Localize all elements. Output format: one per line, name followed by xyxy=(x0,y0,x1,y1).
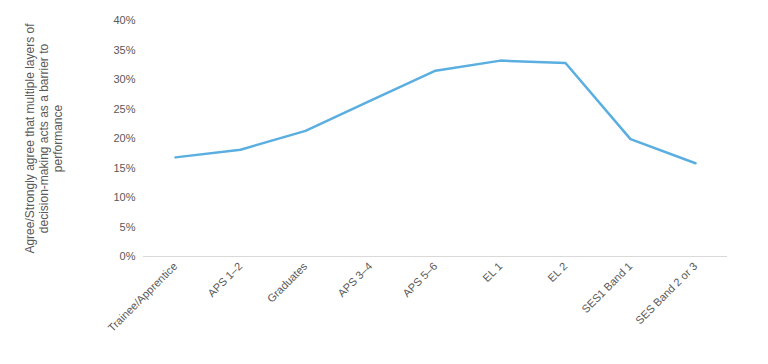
svg-text:SES1 Band 1: SES1 Band 1 xyxy=(579,260,634,315)
svg-text:EL 2: EL 2 xyxy=(545,260,569,284)
svg-text:APS 3–4: APS 3–4 xyxy=(335,260,374,299)
svg-text:0%: 0% xyxy=(120,250,136,262)
svg-text:SES Band 2 or 3: SES Band 2 or 3 xyxy=(633,260,699,326)
svg-text:25%: 25% xyxy=(113,103,135,115)
svg-text:15%: 15% xyxy=(113,162,135,174)
svg-text:Agree/Strongly agree that mult: Agree/Strongly agree that multiple layer… xyxy=(23,23,65,254)
svg-text:APS 1–2: APS 1–2 xyxy=(205,260,244,299)
svg-text:20%: 20% xyxy=(113,132,135,144)
svg-text:Trainee/Apprentice: Trainee/Apprentice xyxy=(105,260,179,334)
svg-text:10%: 10% xyxy=(113,191,135,203)
svg-text:30%: 30% xyxy=(113,73,135,85)
svg-text:35%: 35% xyxy=(113,44,135,56)
svg-text:40%: 40% xyxy=(113,14,135,26)
svg-text:5%: 5% xyxy=(120,221,136,233)
svg-text:EL 1: EL 1 xyxy=(480,260,504,284)
svg-text:Graduates: Graduates xyxy=(265,260,310,305)
svg-text:APS 5–6: APS 5–6 xyxy=(400,260,439,299)
